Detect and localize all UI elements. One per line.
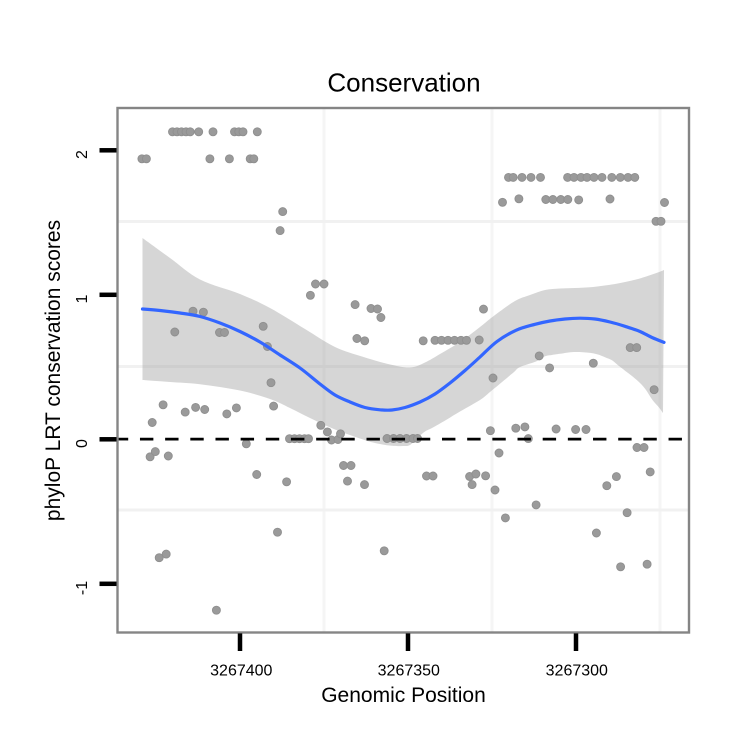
svg-text:-1: -1 bbox=[74, 581, 91, 595]
svg-text:Genomic Position: Genomic Position bbox=[321, 684, 486, 707]
svg-text:phyloP LRT conservation scores: phyloP LRT conservation scores bbox=[42, 220, 65, 521]
svg-text:1: 1 bbox=[74, 294, 91, 303]
svg-text:3267300: 3267300 bbox=[546, 662, 608, 679]
svg-text:3267400: 3267400 bbox=[210, 662, 272, 679]
svg-text:3267350: 3267350 bbox=[378, 662, 440, 679]
svg-text:0: 0 bbox=[74, 439, 91, 448]
svg-text:Conservation: Conservation bbox=[327, 68, 480, 98]
svg-text:2: 2 bbox=[74, 150, 91, 159]
